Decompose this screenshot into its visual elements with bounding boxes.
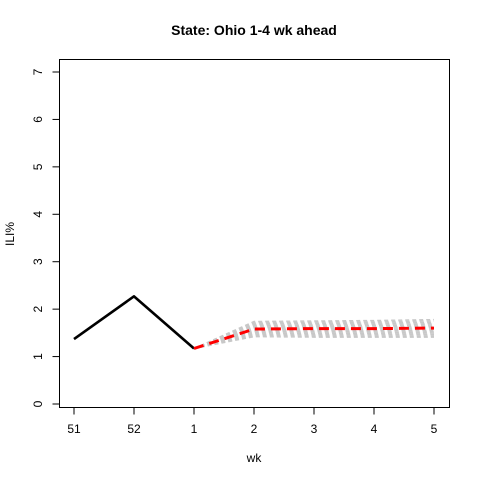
ensemble-trajectory <box>193 322 435 350</box>
x-tick-label: 51 <box>67 422 81 436</box>
x-axis: 51 52 1 2 3 4 5 <box>67 407 438 436</box>
ensemble-trajectory <box>193 324 435 350</box>
y-tick-label: 2 <box>31 305 45 312</box>
chart-title: State: Ohio 1-4 wk ahead <box>171 22 337 38</box>
y-tick-label: 4 <box>31 211 45 218</box>
x-tick-label: 52 <box>127 422 141 436</box>
ensemble-trajectory <box>193 335 434 350</box>
ensemble-trajectory <box>193 328 435 350</box>
x-axis-title: wk <box>246 451 263 465</box>
ensemble-trajectory <box>193 320 435 350</box>
ensemble-trajectory <box>193 333 435 350</box>
x-tick-label: 5 <box>431 422 438 436</box>
ensemble-trajectory <box>193 318 435 350</box>
y-axis: 0 1 2 3 4 5 6 7 <box>31 68 60 407</box>
y-tick-label: 5 <box>31 163 45 170</box>
ensemble-trajectory <box>193 329 435 350</box>
ensemble-trajectory <box>193 331 435 350</box>
ensemble-trajectory <box>193 334 435 350</box>
x-tick-label: 4 <box>371 422 378 436</box>
x-tick-label: 1 <box>191 422 198 436</box>
y-tick-label: 7 <box>31 68 45 75</box>
ensemble-trajectory <box>193 332 435 350</box>
plot-frame <box>59 59 450 408</box>
y-tick-label: 1 <box>31 353 45 360</box>
y-tick-label: 3 <box>31 258 45 265</box>
x-tick-label: 3 <box>311 422 318 436</box>
y-axis-title: ILI% <box>3 222 17 246</box>
series-lines <box>73 295 435 350</box>
ensemble-trajectory <box>193 325 435 350</box>
y-tick-label: 0 <box>31 400 45 407</box>
x-tick-label: 2 <box>251 422 258 436</box>
ensemble-trajectories <box>193 318 435 350</box>
ensemble-trajectory <box>193 326 435 350</box>
observed-line <box>73 295 195 350</box>
ensemble-trajectory <box>193 321 435 350</box>
y-tick-label: 6 <box>31 116 45 123</box>
